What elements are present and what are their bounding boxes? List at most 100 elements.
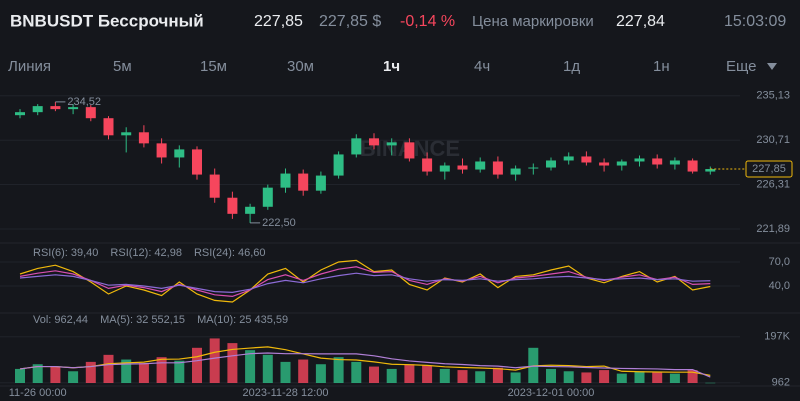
change: -0,14 %	[400, 13, 455, 30]
candle-body	[227, 197, 238, 214]
symbol[interactable]: BNBUSDT Бессрочный	[10, 11, 204, 30]
candle-body	[687, 160, 698, 172]
candle-body	[15, 112, 25, 116]
volume-bar	[475, 371, 486, 383]
candle-body	[563, 156, 574, 161]
volume-bar	[510, 372, 521, 383]
candle-body	[404, 142, 415, 159]
y-tick-label: 70,0	[769, 256, 790, 268]
y-tick-label: 235,13	[756, 90, 790, 102]
candle-body	[634, 158, 645, 162]
candle-body	[705, 169, 716, 172]
candle-body	[333, 154, 344, 176]
volume-bar	[581, 372, 592, 383]
candle-body	[192, 149, 202, 175]
candle-body	[652, 158, 663, 165]
candle-body	[581, 156, 592, 163]
volume-bar	[68, 371, 79, 383]
timeframe-tab[interactable]: 1ч	[383, 58, 400, 75]
candle-body	[616, 161, 627, 166]
timeframe-tab[interactable]: 1д	[563, 58, 580, 75]
candle-body	[351, 138, 362, 155]
candle-body	[32, 106, 43, 113]
clock: 15:03:09	[724, 13, 786, 30]
candle-body	[457, 165, 468, 170]
timeframe-tab[interactable]: 1н	[653, 58, 670, 75]
y-tick-label: 226,31	[756, 178, 790, 190]
candle-body	[475, 161, 486, 170]
volume-bar	[138, 363, 149, 383]
mark-price: 227,84	[616, 13, 665, 30]
volume-bar	[315, 364, 326, 383]
volume-bar	[103, 354, 114, 383]
last-price: 227,85	[254, 13, 303, 30]
more-tab[interactable]: Еще	[726, 58, 757, 75]
candle-body	[510, 168, 521, 175]
volume-bar	[422, 365, 433, 383]
volume-bar	[333, 357, 344, 383]
ma-line	[19, 352, 711, 378]
volume-bar	[546, 368, 556, 383]
candle-body	[386, 142, 397, 146]
timeframe-tab[interactable]: 15м	[200, 58, 227, 75]
legend-entry: RSI(6): 39,40	[33, 247, 98, 259]
volume-bar	[262, 354, 273, 383]
timeframe-tab[interactable]: Линия	[8, 58, 51, 75]
volume-bar	[85, 361, 96, 383]
legend-entry: Vol: 962,44	[33, 314, 88, 326]
volume-bar	[439, 368, 450, 383]
candle-body	[103, 118, 114, 136]
y-tick-label: 230,71	[756, 134, 790, 146]
volume-bar	[174, 360, 185, 383]
timeframe-tab[interactable]: 4ч	[474, 58, 490, 75]
ma-line	[19, 346, 711, 376]
extreme-label: 222,50	[262, 217, 296, 229]
volume-bar	[404, 364, 415, 383]
candle-body	[669, 160, 680, 165]
volume-bar	[687, 370, 698, 383]
volume-bar	[457, 370, 468, 383]
candle-body	[138, 132, 149, 144]
legend-entry: RSI(24): 46,60	[194, 247, 266, 259]
y-tick-label: 221,89	[756, 223, 790, 235]
dropdown-arrow[interactable]	[767, 63, 777, 70]
volume-bar	[209, 338, 220, 383]
volume-bar	[298, 359, 309, 383]
candle-body	[209, 174, 220, 198]
x-tick-label: 11-26 00:00	[9, 387, 67, 399]
volume-bar	[50, 366, 61, 383]
timeframe-tab[interactable]: 5м	[113, 58, 132, 75]
last-price-box	[745, 160, 793, 178]
candle-body	[245, 206, 256, 214]
volume-bar	[32, 364, 43, 383]
candle-body	[121, 132, 132, 136]
candle-body	[546, 160, 556, 168]
candle-body	[422, 158, 433, 172]
volume-bar	[369, 366, 379, 383]
candle-body	[369, 138, 379, 146]
candle-body	[298, 173, 309, 191]
candle-body	[262, 187, 273, 207]
volume-bar	[280, 361, 291, 383]
volume-bar	[652, 372, 663, 383]
candle-body	[68, 107, 79, 110]
candle-body	[439, 165, 450, 172]
volume-bar	[192, 347, 202, 383]
volume-bar	[616, 373, 627, 383]
y-tick-label: 197K	[764, 331, 790, 343]
x-tick-label: 2023-11-28 12:00	[242, 387, 328, 399]
legend-entry: RSI(12): 42,98	[110, 247, 182, 259]
candle-body	[315, 175, 326, 191]
volume-bar	[227, 343, 238, 383]
candle-body	[599, 162, 610, 166]
candle-body	[492, 161, 503, 175]
candle-body	[156, 143, 167, 158]
candle-body	[85, 107, 96, 119]
y-tick-label: 962	[772, 377, 790, 389]
extreme-label: 234,52	[67, 96, 101, 108]
last-price-label: 227,85	[752, 163, 786, 175]
timeframe-tab[interactable]: 30м	[287, 58, 314, 75]
